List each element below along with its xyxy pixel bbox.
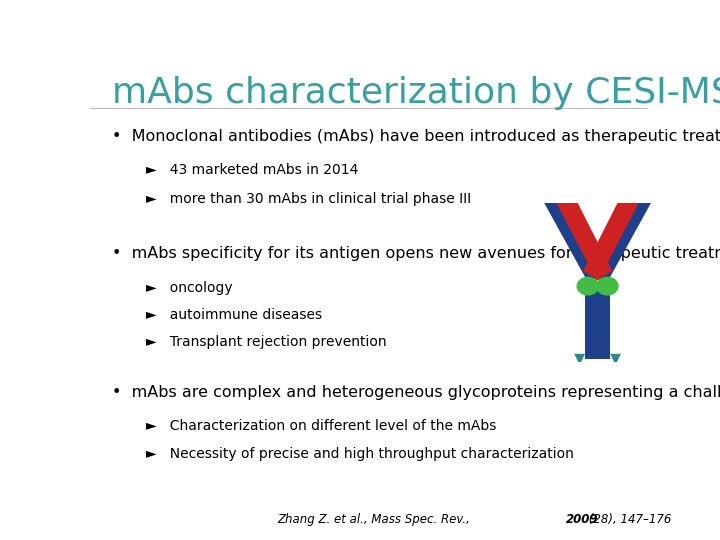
- Polygon shape: [548, 177, 612, 281]
- Text: 2009: 2009: [566, 513, 598, 526]
- Text: ►   autoimmune diseases: ► autoimmune diseases: [145, 308, 322, 322]
- Text: •  mAbs specificity for its antigen opens new avenues for therapeutic treatments: • mAbs specificity for its antigen opens…: [112, 246, 720, 261]
- Polygon shape: [611, 354, 621, 365]
- Text: ►   Transplant rejection prevention: ► Transplant rejection prevention: [145, 335, 387, 349]
- Text: ►   43 marketed mAbs in 2014: ► 43 marketed mAbs in 2014: [145, 163, 358, 177]
- Text: •  mAbs are complex and heterogeneous glycoproteins representing a challenge to : • mAbs are complex and heterogeneous gly…: [112, 385, 720, 400]
- Polygon shape: [537, 172, 551, 184]
- Text: ►   oncology: ► oncology: [145, 281, 233, 295]
- Polygon shape: [583, 177, 647, 281]
- Text: ►   more than 30 mAbs in clinical trial phase III: ► more than 30 mAbs in clinical trial ph…: [145, 192, 471, 206]
- Text: ►   Necessity of precise and high throughput characterization: ► Necessity of precise and high throughp…: [145, 447, 574, 461]
- Text: ►   Characterization on different level of the mAbs: ► Characterization on different level of…: [145, 419, 496, 433]
- Polygon shape: [584, 176, 662, 282]
- Text: Zhang Z. et al., Mass Spec. Rev.,: Zhang Z. et al., Mass Spec. Rev.,: [277, 513, 474, 526]
- Polygon shape: [644, 172, 658, 184]
- Polygon shape: [534, 176, 611, 282]
- Circle shape: [577, 278, 598, 295]
- Circle shape: [597, 278, 618, 295]
- Polygon shape: [585, 287, 611, 359]
- Text: mAbs characterization by CESI-MS/MS: mAbs characterization by CESI-MS/MS: [112, 77, 720, 111]
- Text: •  Monoclonal antibodies (mAbs) have been introduced as therapeutic treatment si: • Monoclonal antibodies (mAbs) have been…: [112, 129, 720, 144]
- Polygon shape: [575, 354, 585, 365]
- Text: (28), 147–176: (28), 147–176: [585, 513, 672, 526]
